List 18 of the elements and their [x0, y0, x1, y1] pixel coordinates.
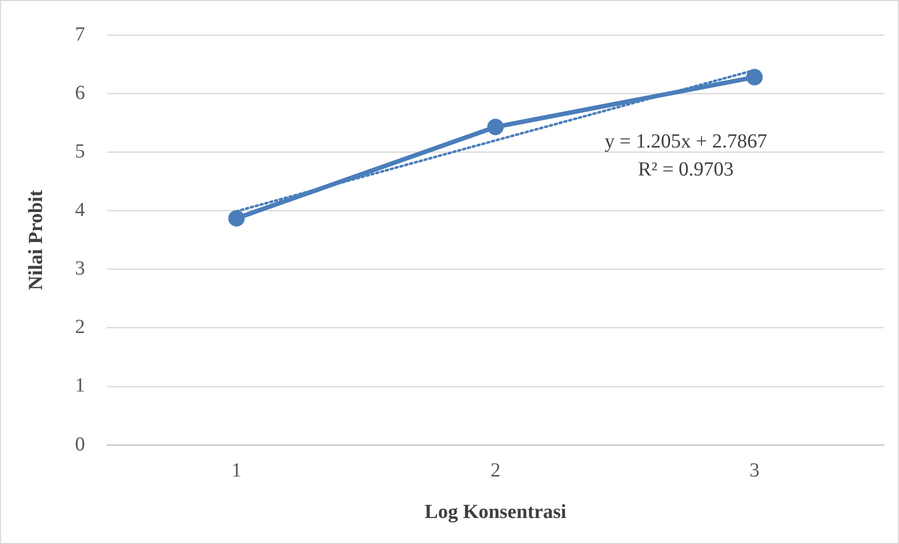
- y-tick-label: 5: [75, 140, 85, 162]
- x-tick-label: 2: [490, 459, 500, 482]
- x-tick-label: 3: [750, 459, 760, 482]
- x-axis-title: Log Konsentrasi: [424, 501, 567, 524]
- point: [487, 118, 504, 136]
- y-tick-label: 1: [75, 374, 85, 397]
- y-axis-title: Nilai Probit: [25, 190, 48, 290]
- x-tick-label: 1: [232, 459, 242, 482]
- point: [228, 210, 245, 227]
- point: [746, 68, 763, 86]
- annotation: R² = 0.9703: [638, 158, 734, 180]
- y-tick-label: 6: [75, 82, 85, 104]
- y-tick-label: 2: [75, 316, 85, 338]
- y-tick-label: 7: [75, 23, 85, 46]
- y-tick-label: 3: [75, 258, 85, 280]
- y-tick-label: 0: [75, 433, 85, 456]
- annotation: y = 1.205x + 2.7867: [604, 130, 768, 152]
- y-tick-label: 4: [75, 198, 85, 221]
